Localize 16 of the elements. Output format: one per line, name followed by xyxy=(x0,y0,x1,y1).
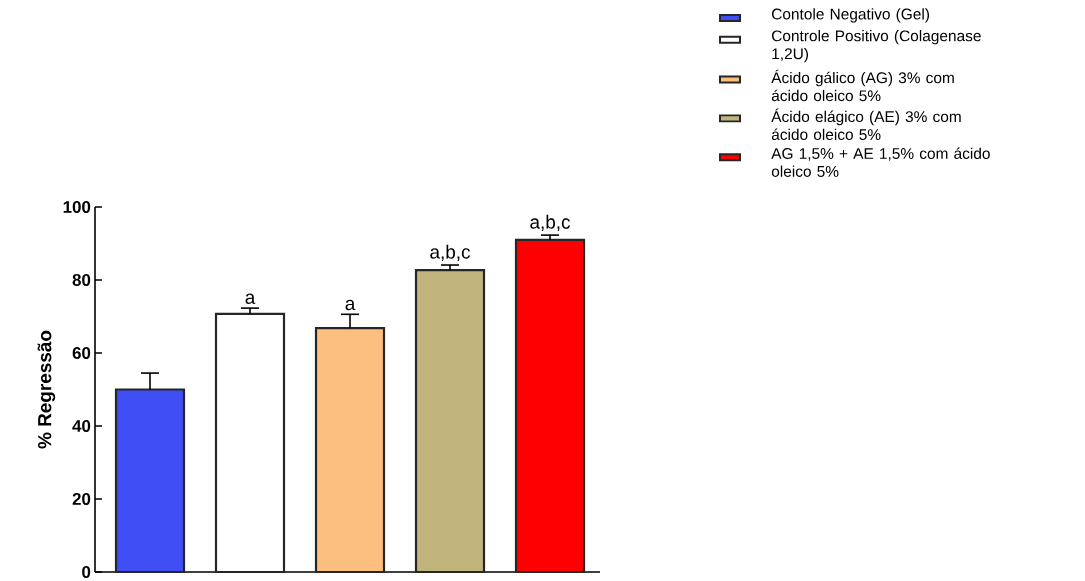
y-tick-label: 60 xyxy=(72,346,91,359)
y-axis-title: % Regressão xyxy=(37,330,56,449)
data-label: a,b,c xyxy=(430,244,471,261)
data-label: a xyxy=(245,293,256,304)
legend-label: AG 1,5% + AE 1,5% com ácido oleico 5% xyxy=(771,147,990,177)
legend-label: Contole Negativo (Gel) xyxy=(772,8,930,23)
data-label: a xyxy=(345,299,356,311)
y-tick-label: 20 xyxy=(72,492,91,505)
legend-label: Ácido gálico (AG) 3% com ácido oleico 5% xyxy=(771,69,954,102)
y-tick-label: 80 xyxy=(72,273,91,286)
y-tick-label: 100 xyxy=(63,200,91,213)
y-tick-label: 40 xyxy=(72,419,91,432)
data-label: a,b,c xyxy=(530,214,571,231)
legend-label: Controle Positivo (Colagenase 1,2U) xyxy=(772,29,981,63)
y-tick-label: 0 xyxy=(82,565,91,578)
legend-label: Ácido elágico (AE) 3% com ácido oleico 5% xyxy=(771,108,961,140)
